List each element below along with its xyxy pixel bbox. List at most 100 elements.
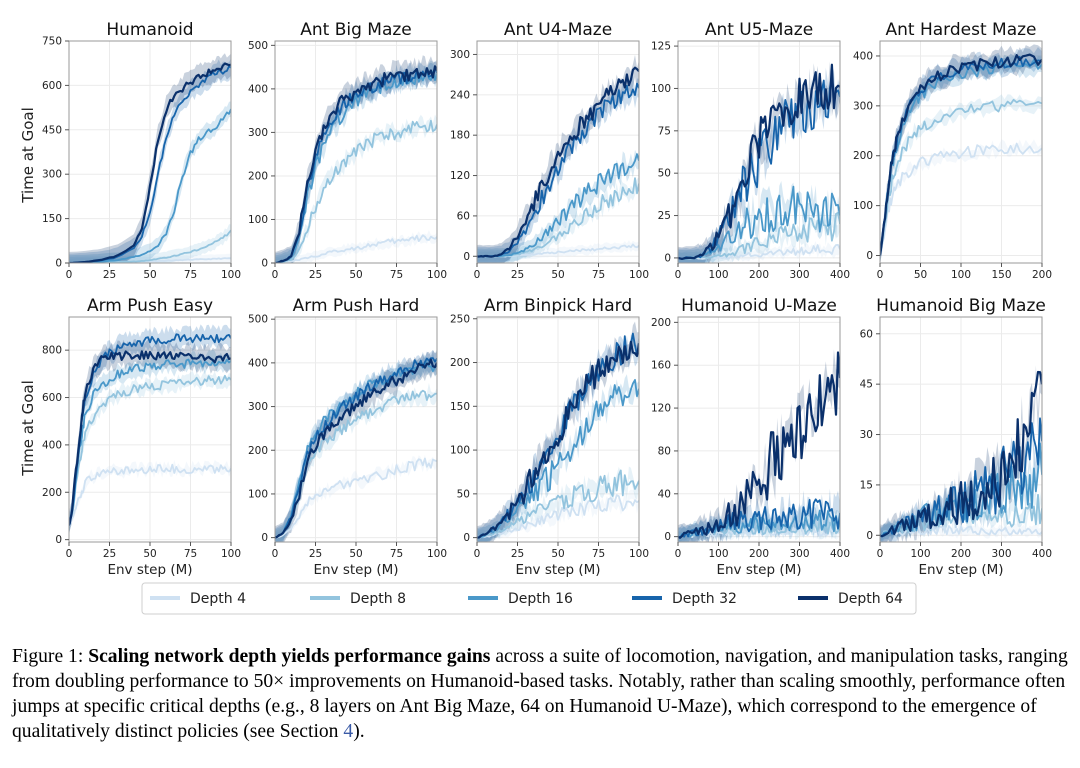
y-tick-label: 80 <box>658 445 671 457</box>
legend-label: Depth 4 <box>190 591 246 607</box>
y-tick-label: 0 <box>866 530 873 542</box>
section-link[interactable]: 4 <box>343 721 354 742</box>
panel-arm-binpick-hard: Arm Binpick Hard 0 25 50 75 100 0 50 100 150 200 25… <box>450 296 649 578</box>
series-line-depth-8 <box>69 229 231 263</box>
series-band-depth-4 <box>275 230 437 263</box>
panel-title: Ant Hardest Maze <box>885 20 1036 40</box>
series-line-depth-8 <box>69 374 231 526</box>
x-tick-label: 75 <box>390 548 403 560</box>
legend-label: Depth 16 <box>508 591 573 607</box>
x-axis-label: Env step (M) <box>107 562 192 578</box>
x-tick-label: 100 <box>221 269 241 281</box>
y-tick-label: 180 <box>450 130 470 142</box>
y-tick-label: 200 <box>450 357 470 369</box>
y-tick-label: 400 <box>853 50 873 62</box>
legend-frame <box>141 582 917 615</box>
series-line-depth-64 <box>678 351 840 539</box>
x-tick-label: 75 <box>184 269 197 281</box>
y-tick-label: 400 <box>42 439 62 451</box>
legend-item-depth-32: Depth 32 <box>632 591 737 607</box>
series-line-depth-64 <box>880 370 1042 538</box>
figure-caption: Figure 1: Scaling network depth yields p… <box>12 644 1072 744</box>
x-tick-label: 75 <box>592 548 605 560</box>
y-tick-label: 100 <box>450 445 470 457</box>
y-tick-label: 125 <box>651 41 671 53</box>
y-tick-label: 300 <box>853 100 873 112</box>
x-tick-label: 50 <box>914 269 927 281</box>
y-tick-label: 150 <box>42 213 62 225</box>
y-tick-label: 300 <box>450 49 470 61</box>
x-tick-label: 100 <box>708 269 728 281</box>
series-line-depth-4 <box>69 463 231 527</box>
series-line-depth-4 <box>275 457 437 539</box>
x-tick-label: 100 <box>951 269 971 281</box>
series-band-depth-32 <box>275 348 437 542</box>
x-tick-label: 75 <box>592 269 605 281</box>
y-tick-label: 400 <box>248 357 268 369</box>
y-tick-label: 600 <box>42 80 62 92</box>
series-line-depth-64 <box>69 350 231 526</box>
x-tick-label: 25 <box>511 269 524 281</box>
x-tick-label: 100 <box>708 548 728 560</box>
y-axis-label-row1: Time at Goal <box>19 107 37 203</box>
series-line-depth-8 <box>275 119 437 263</box>
panel-title: Arm Push Easy <box>87 296 213 316</box>
x-tick-label: 400 <box>830 269 850 281</box>
legend-item-depth-64: Depth 64 <box>798 591 903 607</box>
y-tick-label: 800 <box>42 345 62 357</box>
x-axis-label: Env step (M) <box>918 562 1003 578</box>
x-tick-label: 100 <box>629 548 649 560</box>
y-tick-label: 300 <box>248 127 268 139</box>
x-tick-label: 50 <box>551 269 564 281</box>
x-tick-label: 0 <box>66 548 73 560</box>
series-line-depth-64 <box>275 65 437 263</box>
x-tick-label: 200 <box>951 548 971 560</box>
series-band-depth-8 <box>880 94 1042 262</box>
y-tick-label: 0 <box>55 534 62 546</box>
series-line-depth-32 <box>678 498 840 539</box>
series-band-depth-64 <box>69 339 231 537</box>
x-tick-label: 0 <box>272 269 279 281</box>
y-tick-label: 0 <box>463 251 470 263</box>
series-band-depth-8 <box>880 491 1042 542</box>
series-band-depth-64 <box>678 61 840 263</box>
y-tick-label: 0 <box>664 252 671 264</box>
y-tick-label: 250 <box>450 313 470 325</box>
panel-title: Ant U5-Maze <box>705 20 813 40</box>
y-tick-label: 300 <box>42 169 62 181</box>
x-tick-label: 400 <box>830 548 850 560</box>
legend-label: Depth 32 <box>672 591 737 607</box>
caption-text-1: across a suite of locomotion, navigation… <box>12 646 1068 742</box>
panel-humanoid-u-maze: Humanoid U-Maze 0 100 200 300 400 0 40 80 120 160 2… <box>651 296 850 578</box>
y-tick-label: 0 <box>664 531 671 543</box>
legend-label: Depth 8 <box>350 591 406 607</box>
x-tick-label: 50 <box>349 548 362 560</box>
y-tick-label: 0 <box>55 258 62 270</box>
x-tick-label: 300 <box>789 269 809 281</box>
series-band-depth-32 <box>69 324 231 535</box>
x-tick-label: 25 <box>103 269 116 281</box>
series-line-depth-4 <box>880 142 1042 256</box>
x-tick-label: 0 <box>474 548 481 560</box>
x-tick-label: 100 <box>221 548 241 560</box>
panel-humanoid: Humanoid 0 25 50 75 100 0 150 300 450 600 750 <box>42 20 241 281</box>
panel-title: Humanoid U-Maze <box>681 296 837 316</box>
series-band-depth-16 <box>880 54 1042 263</box>
caption-text-2: ). <box>353 721 365 742</box>
legend-item-depth-4: Depth 4 <box>150 591 246 607</box>
y-tick-label: 0 <box>261 258 268 270</box>
series-band-depth-8 <box>477 177 639 263</box>
series-line-depth-64 <box>69 62 231 263</box>
y-tick-label: 150 <box>450 401 470 413</box>
y-tick-label: 45 <box>860 379 873 391</box>
y-tick-label: 60 <box>860 328 873 340</box>
panel-title: Ant Big Maze <box>300 20 412 40</box>
x-tick-label: 0 <box>272 548 279 560</box>
x-tick-label: 0 <box>675 269 682 281</box>
y-tick-label: 15 <box>860 479 873 491</box>
panel-title: Ant U4-Maze <box>504 20 612 40</box>
x-tick-label: 75 <box>390 269 403 281</box>
series-band-depth-32 <box>678 67 840 263</box>
x-tick-label: 300 <box>789 548 809 560</box>
